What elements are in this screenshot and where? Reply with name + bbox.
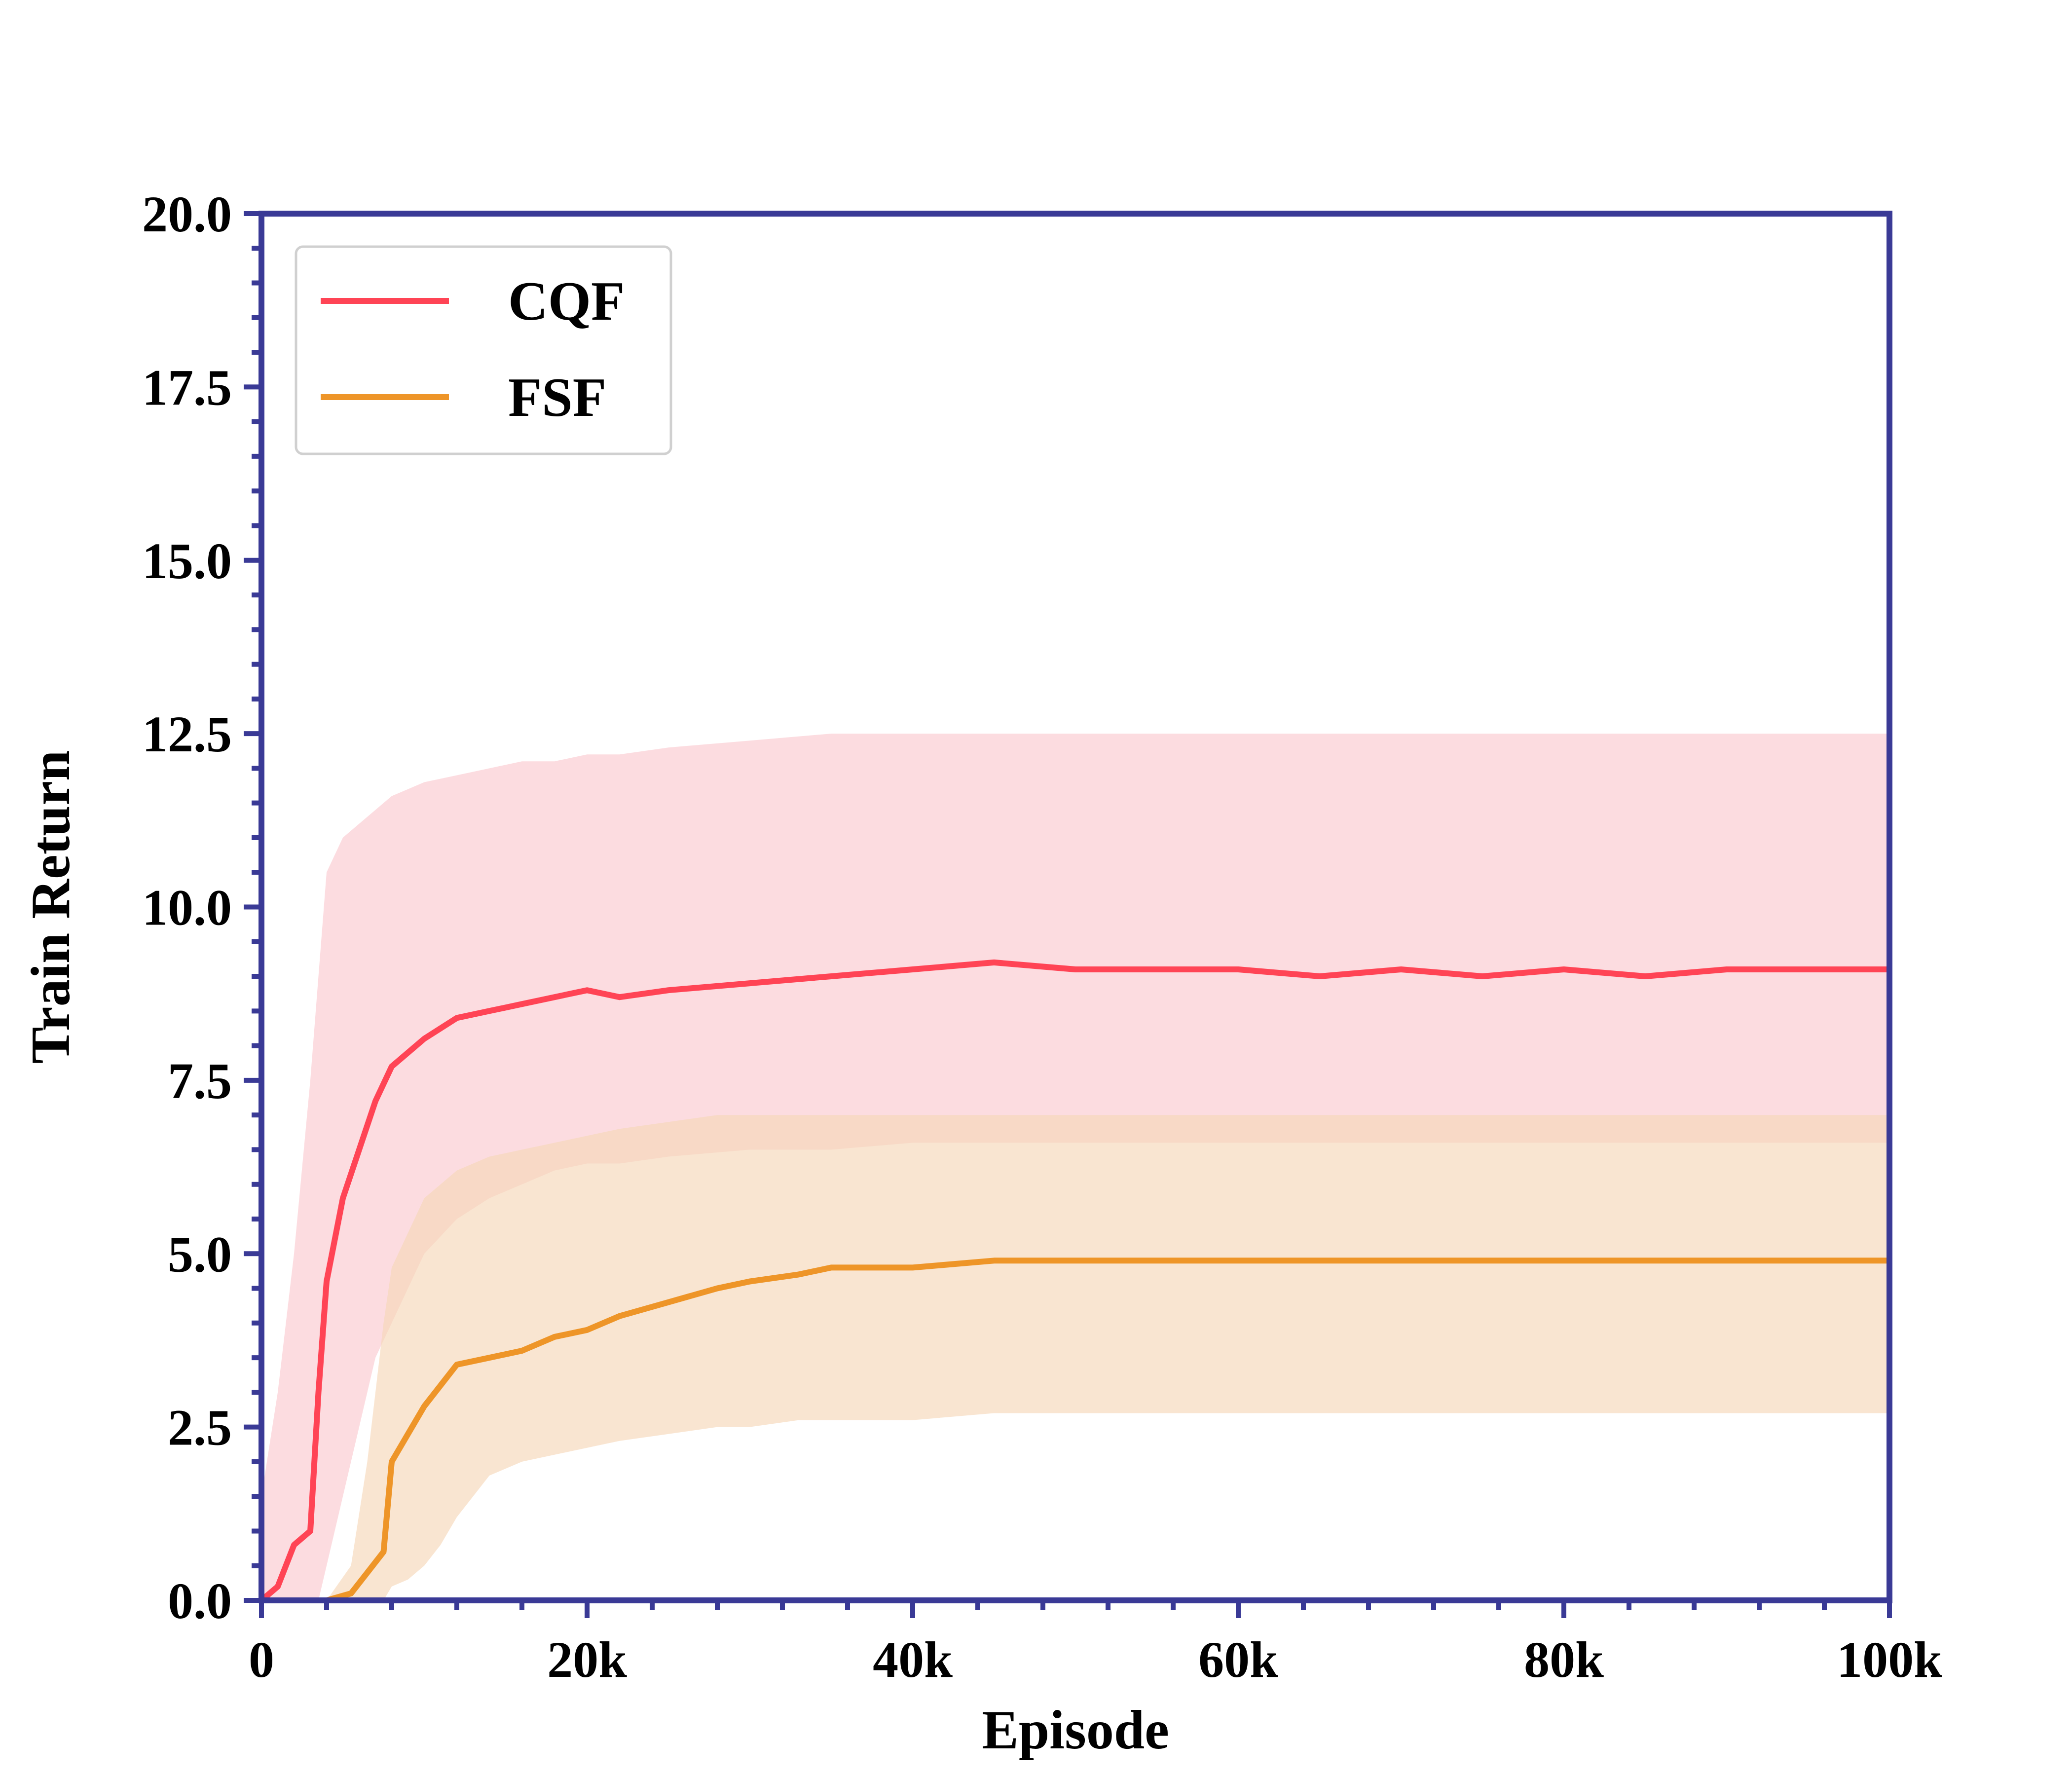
y-tick-label: 2.5 <box>168 1400 232 1456</box>
y-tick-label: 5.0 <box>168 1226 232 1283</box>
line-cqf <box>259 959 1889 1603</box>
x-tick-label: 80k <box>1524 1631 1604 1688</box>
legend: CQF FSF <box>295 245 672 455</box>
y-tick-label: 12.5 <box>142 706 232 763</box>
legend-label-fsf: FSF <box>508 367 606 428</box>
y-tick-label: 17.5 <box>142 359 232 416</box>
series-lines <box>259 959 1889 1603</box>
y-tick-label: 0.0 <box>168 1573 232 1629</box>
confidence-bands <box>261 734 1889 1600</box>
x-axis-title: Episode <box>982 1700 1169 1761</box>
x-tick-label: 100k <box>1837 1631 1942 1688</box>
x-tick-label: 20k <box>547 1631 627 1688</box>
y-tick-label: 15.0 <box>142 533 232 590</box>
band-fsf <box>261 1115 1889 1600</box>
y-tick-label: 10.0 <box>142 880 232 936</box>
tick-labels: 0.0 2.5 5.0 7.5 10.0 12.5 15.0 17.5 20.0 0 20k 40k 6… <box>142 186 1942 1688</box>
x-tick-label: 0 <box>249 1631 274 1688</box>
y-tick-label: 20.0 <box>142 186 232 243</box>
x-tick-label: 60k <box>1198 1631 1278 1688</box>
x-tick-label: 40k <box>873 1631 953 1688</box>
y-tick-label: 7.5 <box>168 1053 232 1110</box>
band-cqf <box>261 734 1889 1600</box>
y-axis-title: Train Return <box>20 750 81 1064</box>
legend-label-cqf: CQF <box>508 271 625 332</box>
plot-frame <box>259 211 1892 1603</box>
line-fsf <box>261 1258 1889 1603</box>
